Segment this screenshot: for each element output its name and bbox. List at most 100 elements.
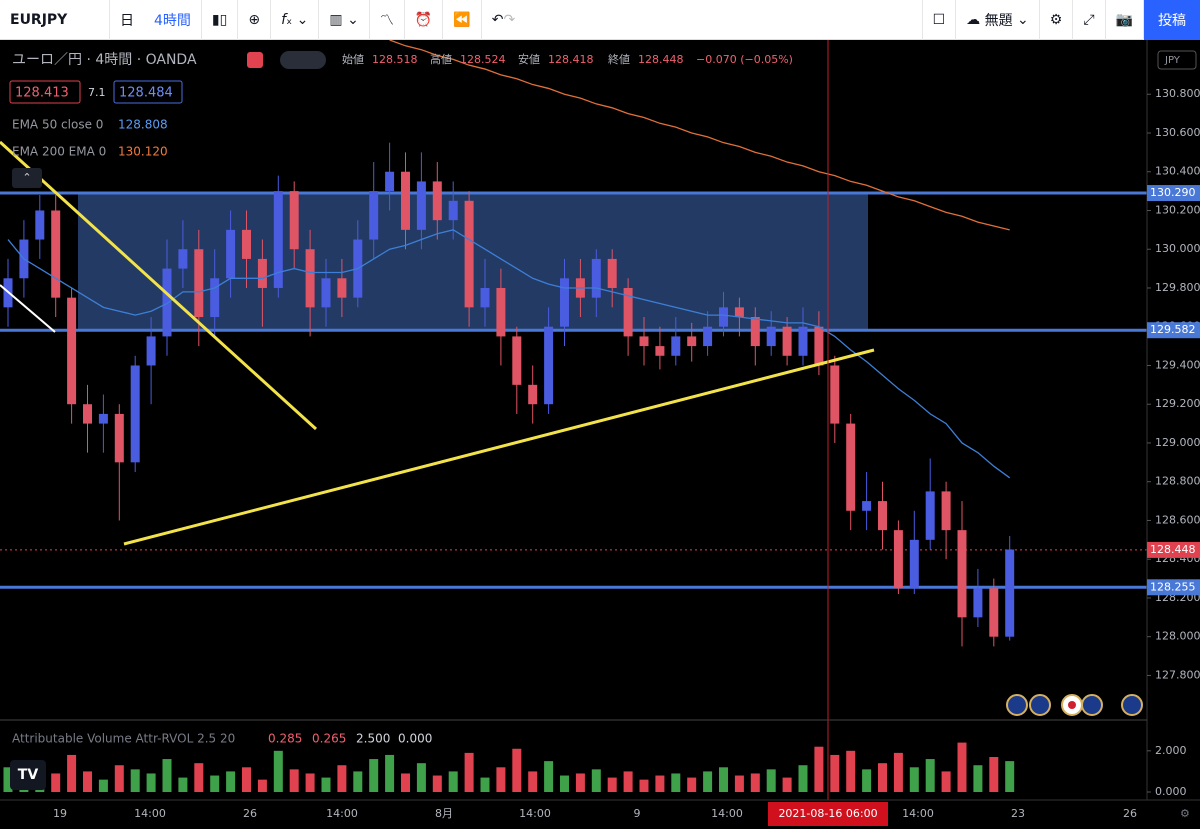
candle-body bbox=[766, 326, 776, 347]
candle-body bbox=[51, 210, 61, 298]
candle-body bbox=[464, 200, 474, 308]
volume-bar bbox=[846, 750, 856, 792]
candle-body bbox=[448, 200, 458, 221]
candle-body bbox=[719, 307, 728, 327]
ask-box[interactable] bbox=[113, 80, 183, 104]
volume-bar bbox=[146, 773, 156, 792]
volume-bar bbox=[893, 752, 903, 792]
expand-icon[interactable]: ⤢ bbox=[1073, 0, 1106, 40]
price-label-box bbox=[1147, 541, 1200, 558]
candle-body bbox=[480, 287, 490, 308]
candle-body bbox=[273, 191, 283, 288]
event-icon[interactable] bbox=[1121, 694, 1143, 716]
replay-icon[interactable]: ⏪ bbox=[443, 0, 482, 40]
candle-body bbox=[194, 249, 204, 318]
collapse-icon: ⌃ bbox=[22, 171, 31, 184]
instrument: ユーロ／円 · 4時間 · OANDA bbox=[12, 52, 197, 68]
spread: 7.1 bbox=[88, 86, 106, 99]
volume-v1: 0.285 bbox=[268, 732, 302, 746]
candle-body bbox=[830, 365, 840, 424]
volume-bar bbox=[3, 767, 13, 792]
alert-icon[interactable]: ⏰ bbox=[405, 0, 444, 40]
candle-body bbox=[607, 258, 617, 288]
volume-bar bbox=[480, 777, 490, 792]
volume-bar bbox=[162, 759, 172, 792]
volume-bar bbox=[687, 777, 697, 792]
candle-body bbox=[560, 278, 569, 327]
fullscreen-box-icon[interactable]: ☐ bbox=[921, 0, 957, 40]
candle-body bbox=[385, 171, 395, 192]
price-label: 129.582 bbox=[1150, 323, 1196, 336]
logo[interactable] bbox=[10, 760, 46, 790]
publish-button[interactable]: 投稿 bbox=[1144, 0, 1200, 40]
volume-bar bbox=[178, 777, 188, 792]
candle-body bbox=[416, 181, 426, 230]
volume-bar bbox=[575, 773, 585, 792]
candle-body bbox=[925, 491, 935, 540]
bid-box[interactable] bbox=[9, 80, 81, 104]
currency-box[interactable] bbox=[1157, 50, 1197, 70]
compare-icon[interactable]: 〽 bbox=[370, 0, 405, 40]
price-label-box bbox=[1147, 185, 1200, 202]
change: −0.070 (−0.05%) bbox=[696, 53, 793, 66]
y-tick-label: 129.200 bbox=[1155, 397, 1200, 410]
x-tick-label: 14:00 bbox=[326, 807, 358, 820]
ema50-name: EMA 50 close 0 bbox=[12, 118, 103, 132]
volume-bar bbox=[353, 771, 363, 792]
volume-bar bbox=[925, 759, 935, 792]
volume-bar bbox=[226, 771, 236, 792]
ema50-line bbox=[7, 229, 1011, 479]
event-icon[interactable] bbox=[1029, 694, 1051, 716]
volume-bar bbox=[909, 767, 919, 792]
layout-name-text: 無題 bbox=[984, 12, 1013, 29]
layout-name[interactable]: ☁ 無題 ⌄ bbox=[956, 0, 1040, 40]
add-icon[interactable]: ⊕ bbox=[238, 0, 272, 40]
candle-body bbox=[814, 326, 824, 366]
logo-mark: TV bbox=[18, 767, 39, 783]
snapshot-icon[interactable]: 📷 bbox=[1106, 0, 1144, 40]
candle-body bbox=[146, 336, 156, 366]
trend-line bbox=[0, 140, 318, 431]
volume-bar bbox=[337, 765, 347, 792]
volume-bar bbox=[83, 771, 92, 792]
ema200-line bbox=[389, 40, 1010, 231]
cloud-icon: ☁ bbox=[966, 11, 985, 28]
event-icon[interactable] bbox=[1081, 694, 1103, 716]
interval[interactable]: 4時間 bbox=[144, 0, 202, 40]
volume-bar bbox=[544, 761, 554, 792]
volume-bar bbox=[782, 777, 792, 792]
volume-bar bbox=[941, 771, 951, 792]
y-tick-label: 130.200 bbox=[1155, 203, 1200, 216]
undo-icon[interactable]: ↶ ↷ bbox=[491, 11, 516, 28]
bars-icon[interactable]: ▥ ⌄ bbox=[319, 0, 370, 40]
candle-body bbox=[242, 229, 251, 259]
candle-body bbox=[369, 191, 379, 240]
volume-bar bbox=[114, 765, 124, 792]
y-tick-label: 129.800 bbox=[1155, 281, 1200, 294]
collapse-button[interactable] bbox=[12, 168, 42, 188]
high: 128.524 bbox=[460, 53, 506, 66]
volume-bar bbox=[67, 754, 77, 792]
settings-icon[interactable]: ⚙ bbox=[1180, 807, 1190, 820]
candle-body bbox=[623, 287, 633, 337]
settings-icon[interactable]: ⚙ bbox=[1040, 0, 1074, 40]
x-tick-label: 26 bbox=[243, 807, 257, 820]
toggle[interactable] bbox=[280, 51, 326, 69]
candle-body bbox=[162, 268, 172, 337]
period-day[interactable]: 日 bbox=[120, 12, 134, 29]
volume-bar bbox=[130, 769, 140, 792]
candle-body bbox=[178, 249, 188, 269]
volume-bar bbox=[957, 742, 967, 792]
candle-body bbox=[973, 588, 983, 618]
candle-icon[interactable]: ▮▯ bbox=[202, 0, 239, 40]
y-tick-label: 128.600 bbox=[1155, 513, 1200, 526]
volume-bar bbox=[655, 775, 665, 792]
candle-body bbox=[862, 501, 872, 511]
candle-body bbox=[909, 539, 919, 589]
event-icon[interactable] bbox=[1006, 694, 1028, 716]
volume-bar bbox=[671, 773, 681, 792]
volume-bar bbox=[623, 771, 633, 792]
volume-bar bbox=[321, 777, 331, 792]
symbol[interactable]: EURJPY bbox=[0, 0, 110, 40]
